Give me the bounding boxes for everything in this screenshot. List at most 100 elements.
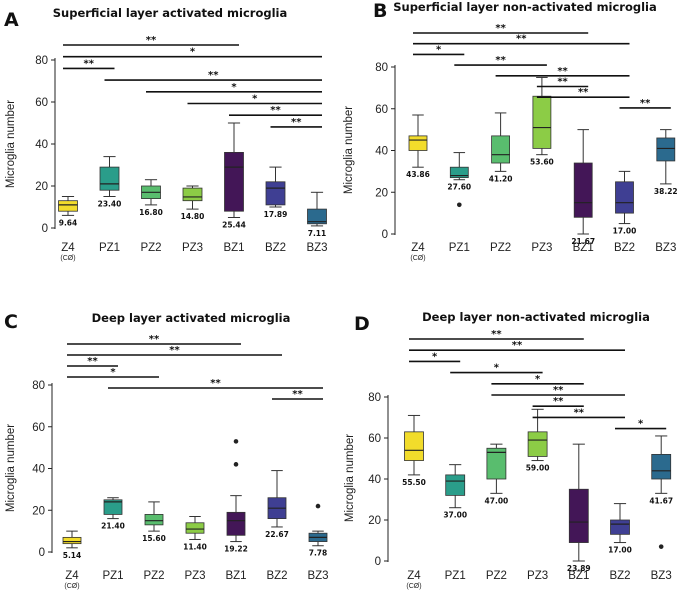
panel-c-box-pz3 bbox=[185, 522, 205, 534]
panel-b-mean-label: 17.00 bbox=[613, 227, 637, 236]
panel-c-category-label: Z4 bbox=[65, 570, 79, 582]
panel-a-category-label: PZ3 bbox=[182, 242, 203, 254]
panel-c-y-tick-label: 20 bbox=[32, 505, 45, 517]
panel-d-significance-label: ** bbox=[553, 385, 564, 396]
panel-b-category-label: PZ1 bbox=[449, 242, 470, 254]
panel-d-significance-label: ** bbox=[553, 396, 564, 407]
panel-d-category-label: PZ3 bbox=[527, 570, 548, 582]
panel-b-letter: B bbox=[373, 0, 387, 22]
panel-a-significance-label: ** bbox=[84, 58, 95, 69]
panel-c-mean-label: 21.40 bbox=[101, 522, 125, 531]
panel-a-significance-label: * bbox=[252, 94, 258, 105]
panel-b-y-tick-label: 20 bbox=[375, 187, 388, 199]
panel-c-mean-label: 7.78 bbox=[309, 549, 328, 558]
panel-c-significance-label: ** bbox=[149, 334, 160, 345]
panel-a-category-label: PZ1 bbox=[99, 242, 120, 254]
panel-d-title: Deep layer non-activated microglia bbox=[422, 310, 650, 324]
panel-d-y-tick-label: 20 bbox=[368, 515, 381, 527]
panel-b-mean-label: 27.60 bbox=[447, 183, 471, 192]
panel-d-significance-label: * bbox=[432, 351, 438, 362]
panel-d-category-sublabel: (CØ) bbox=[406, 583, 421, 590]
panel-b-mean-label: 43.86 bbox=[406, 170, 430, 179]
panel-a-significance-label: ** bbox=[146, 35, 157, 46]
panel-d-category-label: Z4 bbox=[407, 570, 421, 582]
panel-c-category-label: BZ1 bbox=[225, 570, 246, 582]
panel-b-significance-label: ** bbox=[557, 77, 568, 88]
panel-b-category-label: BZ1 bbox=[573, 242, 594, 254]
panel-b-mean-label: 41.20 bbox=[489, 174, 513, 183]
panel-d-box-pz1 bbox=[445, 474, 466, 496]
panel-d-mean-label: 23.89 bbox=[567, 564, 591, 573]
panel-b-mean-label: 21.67 bbox=[571, 237, 595, 246]
panel-c-mean-label: 19.22 bbox=[224, 545, 248, 554]
panel-d-category-label: BZ3 bbox=[651, 570, 672, 582]
panel-a-mean-label: 16.80 bbox=[139, 208, 163, 217]
panel-c-outlier-point bbox=[233, 462, 239, 467]
panel-d-significance-label: ** bbox=[512, 340, 523, 351]
panel-a-category-label: BZ3 bbox=[306, 242, 327, 254]
panel-c-y-tick-label: 0 bbox=[39, 547, 45, 559]
panel-d-category-label: PZ2 bbox=[486, 570, 507, 582]
panel-b-box-pz1 bbox=[449, 166, 469, 179]
panel-d-significance-label: ** bbox=[574, 407, 585, 418]
panel-d-letter: D bbox=[354, 313, 370, 335]
panel-a-box-z4 bbox=[58, 200, 78, 212]
panel-d-box-bz1 bbox=[568, 488, 589, 543]
panel-b-significance-label: ** bbox=[640, 98, 651, 109]
panel-c-category-label: PZ1 bbox=[102, 570, 123, 582]
panel-a-y-tick-label: 0 bbox=[42, 223, 48, 235]
panel-a-category-label: PZ2 bbox=[140, 242, 161, 254]
panel-b-mean-label: 38.22 bbox=[654, 187, 678, 196]
panel-d-category-label: BZ1 bbox=[568, 570, 589, 582]
panel-b-category-label: PZ3 bbox=[531, 242, 552, 254]
panel-a-mean-label: 17.89 bbox=[264, 210, 288, 219]
panel-d-box-pz2 bbox=[486, 447, 507, 480]
panel-b-category-label: Z4 bbox=[411, 242, 425, 254]
panel-c-y-axis-label: Microglia number bbox=[5, 424, 17, 512]
panel-a-box-bz1 bbox=[224, 151, 244, 212]
panel-b-title: Superficial layer non-activated microgli… bbox=[393, 0, 657, 14]
panel-d-significance-label: ** bbox=[491, 329, 502, 340]
panel-c-outlier-point bbox=[315, 503, 321, 509]
panel-b-box-pz3 bbox=[532, 95, 552, 149]
panel-d-mean-label: 17.00 bbox=[608, 546, 632, 555]
panel-d-mean-label: 55.50 bbox=[402, 478, 426, 487]
panel-b-y-tick-label: 40 bbox=[375, 146, 388, 158]
panel-c-significance-label: ** bbox=[292, 389, 303, 400]
panel-a-significance-label: * bbox=[231, 82, 237, 93]
panel-a-y-axis-label: Microglia number bbox=[5, 100, 17, 188]
panel-a-significance-label: ** bbox=[291, 117, 302, 128]
panel-b-mean-label: 53.60 bbox=[530, 158, 554, 167]
panel-c-significance-label: ** bbox=[169, 345, 180, 356]
panel-c-title: Deep layer activated microglia bbox=[92, 311, 291, 325]
panel-b-category-label: PZ2 bbox=[490, 242, 511, 254]
panel-c-box-pz2 bbox=[144, 514, 164, 526]
panel-d-mean-label: 47.00 bbox=[485, 496, 509, 505]
panel-c-mean-label: 15.60 bbox=[142, 534, 166, 543]
panel-b-y-axis-label: Microglia number bbox=[343, 106, 355, 194]
panel-d-mean-label: 37.00 bbox=[443, 511, 467, 520]
panel-a-mean-label: 25.44 bbox=[222, 221, 246, 230]
panel-d-significance-label: * bbox=[494, 363, 500, 374]
panel-d-category-label: PZ1 bbox=[445, 570, 466, 582]
panel-b-significance-label: ** bbox=[495, 55, 506, 66]
panel-d-box-pz3 bbox=[527, 431, 548, 457]
panel-a-box-bz3 bbox=[307, 208, 327, 225]
panel-d-y-tick-label: 60 bbox=[368, 433, 381, 445]
panel-b-box-pz2 bbox=[491, 135, 511, 164]
panel-c-box-z4 bbox=[62, 536, 82, 545]
panel-d-y-tick-label: 80 bbox=[368, 392, 381, 404]
panel-c-category-sublabel: (CØ) bbox=[64, 583, 79, 590]
panel-b-y-tick-label: 80 bbox=[375, 62, 388, 74]
panel-d-significance-label: * bbox=[535, 374, 541, 385]
panel-b-y-tick-label: 60 bbox=[375, 104, 388, 116]
panel-a-y-tick-label: 60 bbox=[35, 97, 48, 109]
panel-b-outlier-point bbox=[457, 202, 462, 208]
panel-c-mean-label: 5.14 bbox=[63, 551, 82, 560]
panel-a-letter: A bbox=[4, 9, 19, 31]
panel-b-box-bz3 bbox=[656, 137, 676, 162]
panel-a-title: Superficial layer activated microglia bbox=[53, 6, 287, 20]
panel-c-category-label: BZ3 bbox=[307, 570, 328, 582]
panel-a-category-label: Z4 bbox=[61, 242, 75, 254]
